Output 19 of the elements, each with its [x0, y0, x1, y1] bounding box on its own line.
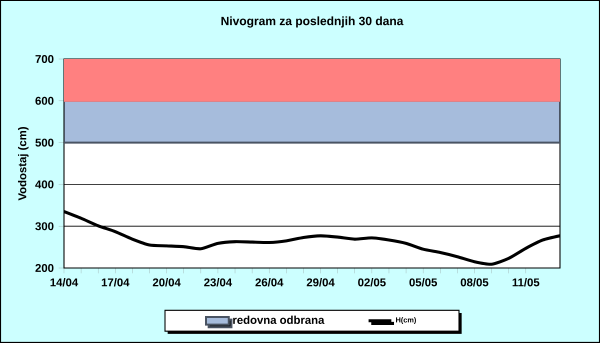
y-tick-label: 400 [35, 180, 54, 188]
y-tick-label: 500 [35, 138, 54, 147]
y-tick-label: 600 [35, 96, 54, 105]
y-tick-label: 200 [35, 264, 54, 272]
y-tick-label: 300 [35, 222, 54, 230]
x-tick-label: 26/04 [255, 278, 284, 286]
x-tick-label: 05/05 [409, 278, 438, 286]
y-tick-label: 700 [36, 55, 54, 64]
x-tick-label: 08/05 [460, 278, 488, 286]
x-tick-label: 02/05 [358, 278, 386, 286]
y-axis-title: Vodostaj (cm) [18, 127, 29, 200]
chart-title: Nivogram za poslednjih 30 dana [221, 16, 404, 28]
x-tick-label: 20/04 [152, 278, 181, 286]
x-tick-label: 29/04 [306, 278, 335, 286]
x-tick-label: 14/04 [50, 278, 78, 286]
x-tick-label: 11/05 [512, 278, 540, 286]
x-tick-label: 17/04 [102, 278, 130, 286]
legend-label: redovna odbrana [233, 316, 324, 324]
x-tick-label: 23/04 [204, 278, 232, 286]
